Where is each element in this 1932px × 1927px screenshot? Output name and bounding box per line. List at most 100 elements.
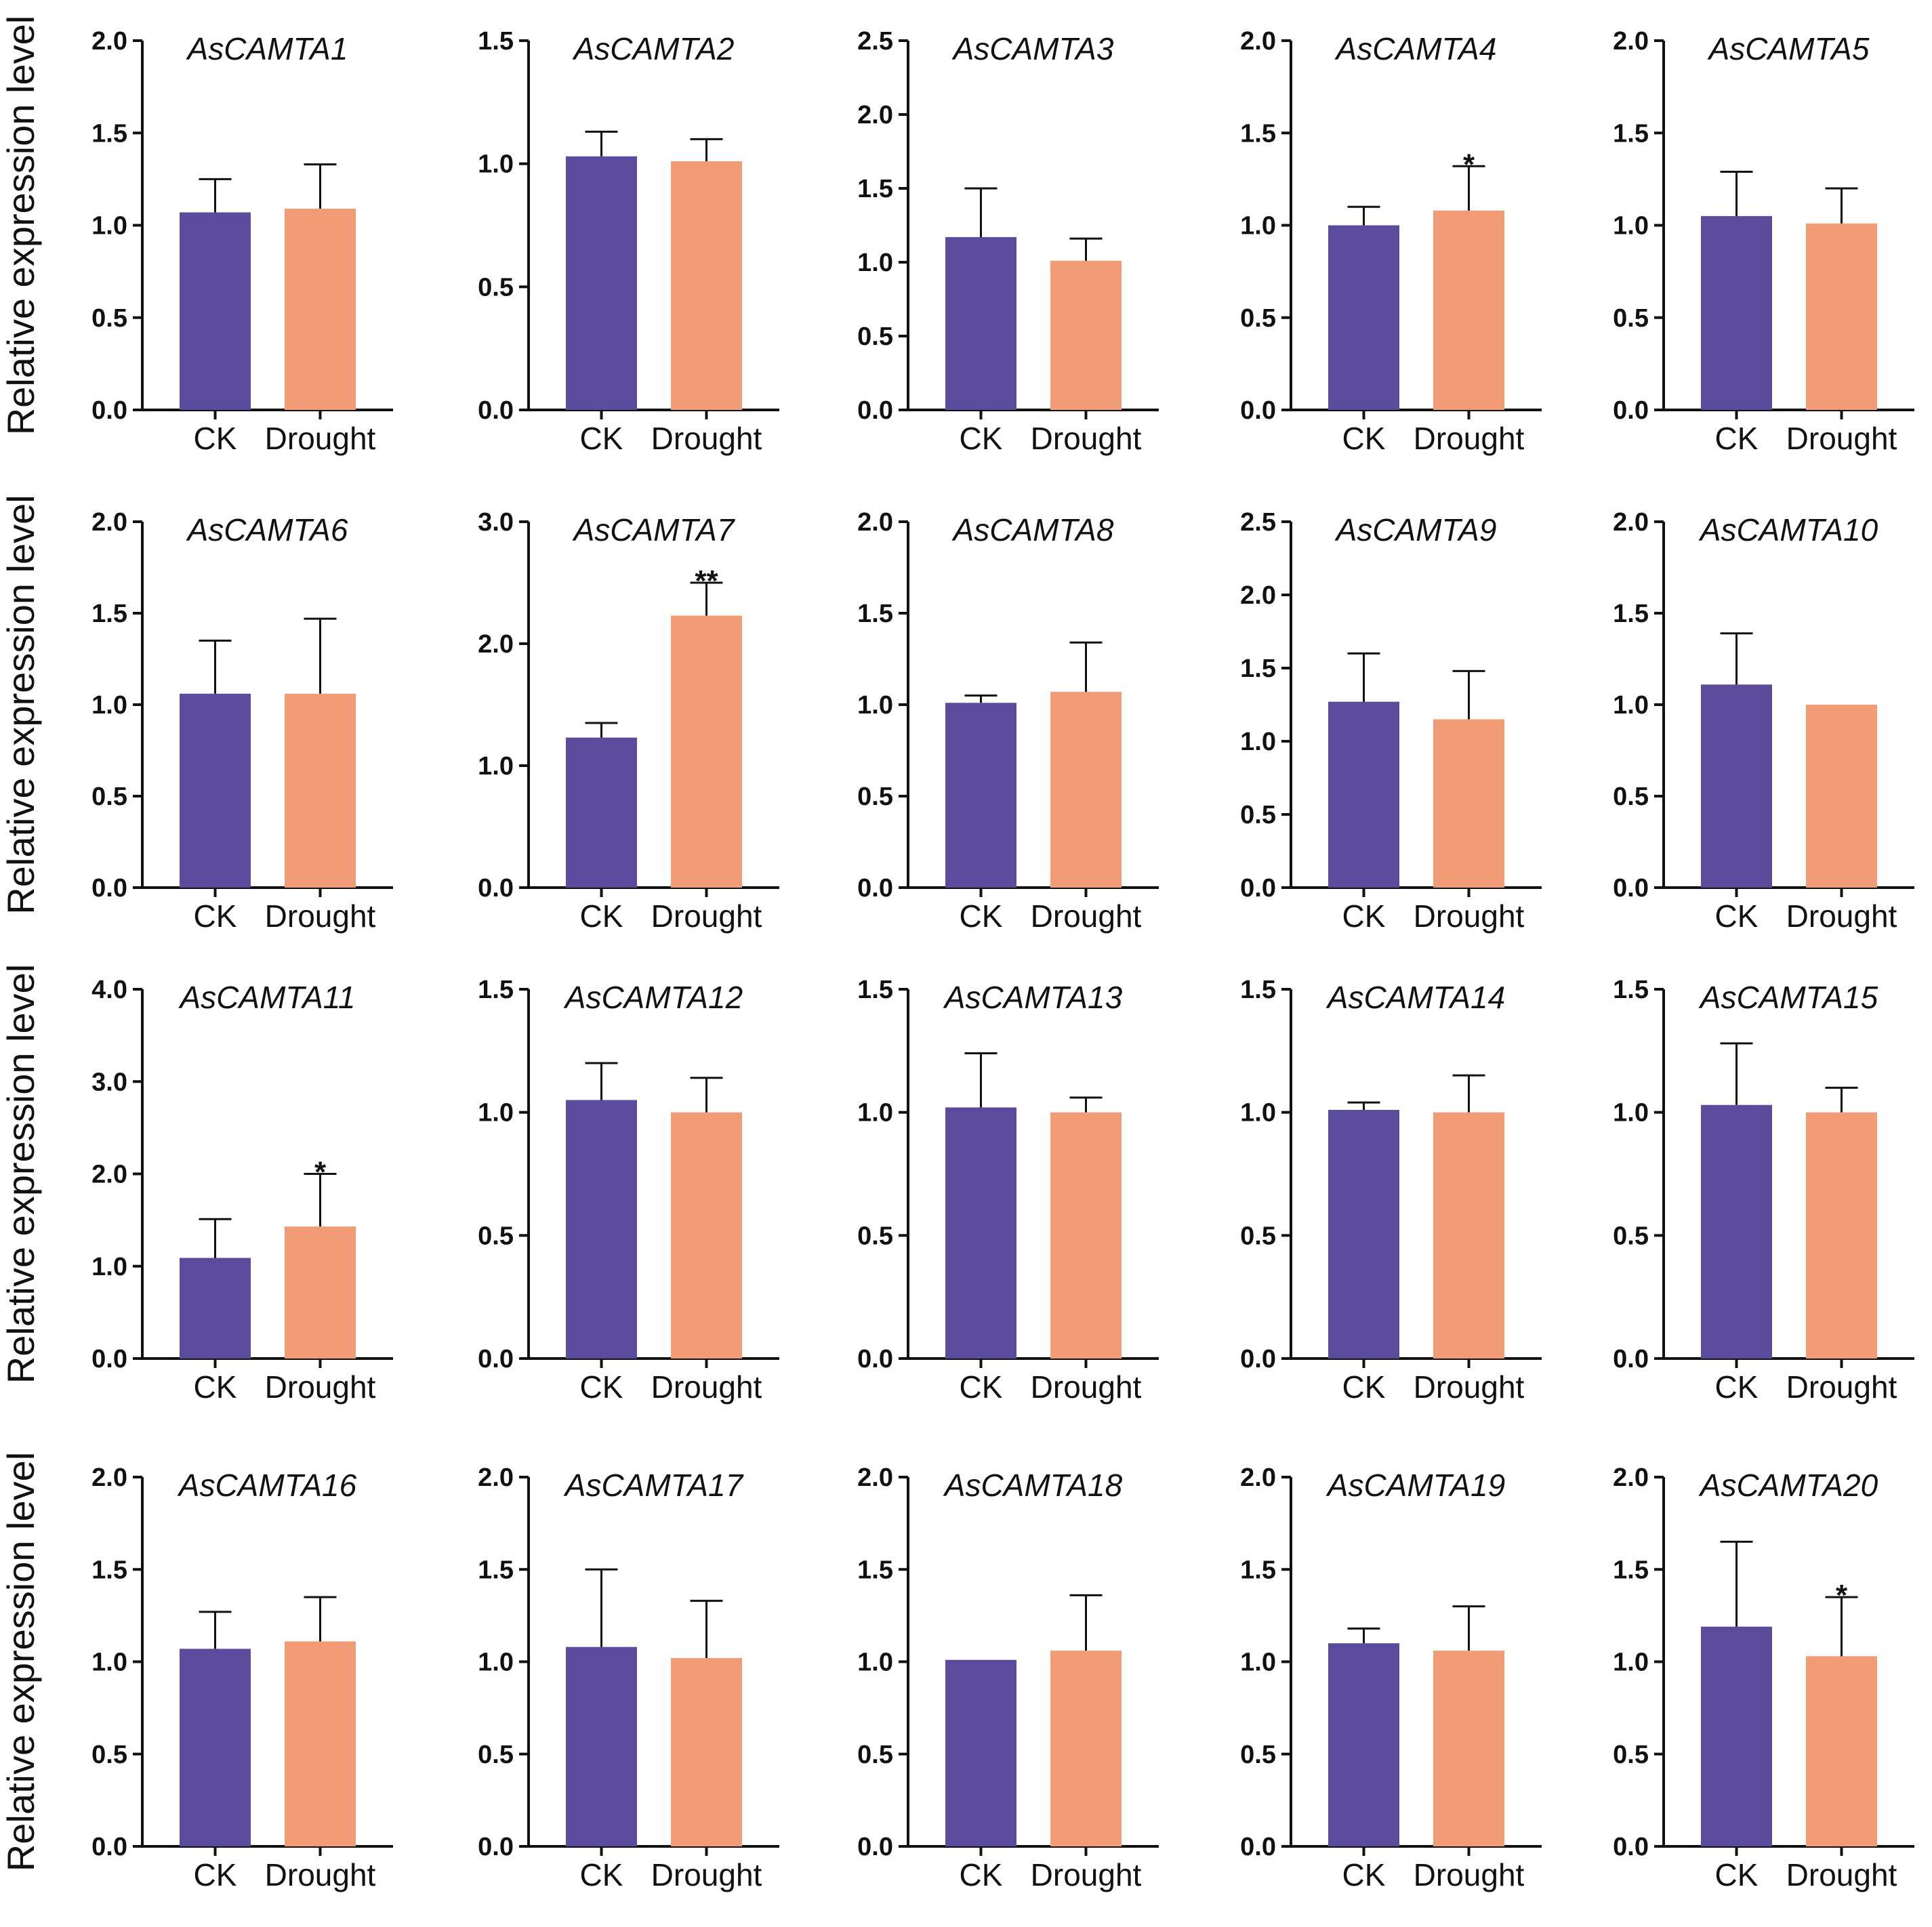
y-tick-label: 1.5 [478, 27, 514, 56]
chart-panel-20: 0.0 0.5 1.0 1.5 2.0 AsCAMTA20 CK * Drought [1613, 1464, 1914, 1892]
bar-drought [671, 1112, 742, 1359]
bar-ck [566, 1646, 637, 1846]
x-category-label: CK [580, 421, 623, 456]
y-tick-label: 4.0 [91, 976, 127, 1004]
y-tick-label: 2.0 [1613, 1464, 1649, 1492]
y-tick-label: 1.0 [91, 1649, 127, 1677]
y-tick-label: 1.5 [1240, 976, 1276, 1004]
bar-ck [1701, 1626, 1772, 1846]
chart-panel-16: Relative expression level 0.0 0.5 1.0 1.5 2.0… [0, 1452, 393, 1892]
chart-panel-15: 0.0 0.5 1.0 1.5 AsCAMTA15 CK Drought [1613, 976, 1914, 1405]
y-tick-label: 2.0 [857, 508, 893, 537]
y-tick-label: 2.0 [91, 1464, 127, 1492]
y-tick-label: 0.5 [857, 783, 893, 811]
y-tick-label: 0.5 [857, 1222, 893, 1250]
chart-title: AsCAMTA10 [1698, 512, 1878, 547]
x-category-label: Drought [265, 898, 376, 934]
y-tick-label: 1.0 [1613, 1649, 1649, 1677]
bar-ck [1701, 215, 1772, 410]
chart-panel-1: Relative expression level 0.0 0.5 1.0 1.5 2.0… [0, 16, 393, 456]
y-tick-label: 1.5 [1613, 1556, 1649, 1584]
chart-panel-3: 0.0 0.5 1.0 1.5 2.0 2.5 AsCAMTA3 CK Drought [857, 27, 1159, 456]
bar-drought [671, 615, 742, 888]
bar-ck [1701, 684, 1772, 888]
chart-panel-17: 0.0 0.5 1.0 1.5 2.0 AsCAMTA17 CK Drought [478, 1464, 779, 1892]
x-category-label: Drought [1031, 421, 1142, 456]
chart-title: AsCAMTA8 [951, 512, 1114, 547]
x-category-label: Drought [1414, 898, 1525, 934]
x-category-label: CK [580, 898, 623, 934]
x-category-label: CK [960, 1369, 1003, 1405]
chart-panel-5: 0.0 0.5 1.0 1.5 2.0 AsCAMTA5 CK Drought [1613, 27, 1914, 456]
y-axis-label: Relative expression level [0, 1452, 42, 1871]
y-tick-label: 0.5 [1613, 1222, 1649, 1250]
y-tick-label: 0.5 [91, 304, 127, 333]
y-tick-label: 1.5 [91, 600, 127, 628]
y-tick-label: 0.5 [1240, 1741, 1276, 1769]
bar-ck [1328, 1110, 1399, 1359]
chart-panel-2: 0.0 0.5 1.0 1.5 AsCAMTA2 CK Drought [478, 27, 779, 456]
chart-title: AsCAMTA16 [177, 1468, 357, 1503]
y-tick-label: 0.0 [1240, 1345, 1276, 1373]
x-category-label: Drought [651, 898, 762, 934]
chart-title: AsCAMTA13 [943, 980, 1123, 1015]
x-category-label: Drought [1414, 1857, 1525, 1892]
y-tick-label: 1.5 [857, 600, 893, 628]
x-category-label: CK [1715, 898, 1759, 934]
x-category-label: Drought [265, 1857, 376, 1892]
y-tick-label: 1.0 [1613, 1099, 1649, 1127]
bar-drought [1806, 1656, 1877, 1846]
y-tick-label: 0.0 [857, 1833, 893, 1861]
y-tick-label: 1.5 [1613, 600, 1649, 628]
y-tick-label: 0.5 [1613, 304, 1649, 333]
y-tick-label: 2.0 [478, 630, 514, 659]
chart-panel-11: Relative expression level 0.0 1.0 2.0 3.0 4.0… [0, 964, 393, 1405]
y-tick-label: 0.0 [1613, 1345, 1649, 1373]
significance-mark: * [314, 1156, 327, 1189]
y-tick-label: 0.0 [1240, 396, 1276, 425]
bar-drought [285, 1226, 356, 1359]
chart-panel-19: 0.0 0.5 1.0 1.5 2.0 AsCAMTA19 CK Drought [1240, 1464, 1542, 1892]
y-tick-label: 2.0 [1613, 27, 1649, 56]
y-tick-label: 3.0 [91, 1068, 127, 1096]
bar-ck [945, 236, 1016, 410]
x-category-label: Drought [1031, 898, 1142, 934]
x-category-label: CK [960, 1857, 1003, 1892]
y-tick-label: 0.0 [478, 1345, 514, 1373]
x-category-label: Drought [651, 1369, 762, 1405]
x-category-label: CK [1342, 898, 1386, 934]
chart-panel-12: 0.0 0.5 1.0 1.5 AsCAMTA12 CK Drought [478, 976, 779, 1405]
chart-title: AsCAMTA4 [1334, 31, 1497, 66]
x-category-label: CK [580, 1369, 623, 1405]
y-tick-label: 1.5 [1240, 655, 1276, 683]
x-category-label: Drought [1031, 1857, 1142, 1892]
chart-title: AsCAMTA5 [1707, 31, 1870, 66]
bar-ck [180, 212, 251, 410]
chart-panel-9: 0.0 0.5 1.0 1.5 2.0 2.5 AsCAMTA9 CK Drought [1240, 508, 1542, 934]
chart-title: AsCAMTA6 [186, 512, 348, 547]
y-tick-label: 0.0 [1240, 874, 1276, 903]
x-category-label: CK [1715, 1369, 1759, 1405]
y-tick-label: 1.0 [1613, 691, 1649, 720]
significance-mark: ** [695, 564, 718, 598]
y-tick-label: 0.0 [91, 874, 127, 903]
bar-ck [1328, 225, 1399, 410]
y-tick-label: 2.0 [91, 27, 127, 56]
bar-drought [285, 1641, 356, 1846]
significance-mark: * [1836, 1579, 1848, 1612]
x-category-label: Drought [651, 421, 762, 456]
chart-title: AsCAMTA19 [1325, 1468, 1505, 1503]
y-tick-label: 0.0 [857, 396, 893, 425]
x-category-label: CK [194, 421, 237, 456]
x-category-label: CK [194, 1369, 237, 1405]
y-tick-label: 0.5 [857, 323, 893, 351]
y-tick-label: 1.0 [857, 1649, 893, 1677]
y-tick-label: 2.0 [91, 1161, 127, 1189]
y-tick-label: 1.5 [857, 1556, 893, 1584]
y-tick-label: 2.0 [91, 508, 127, 537]
y-tick-label: 0.5 [478, 273, 514, 302]
y-tick-label: 1.0 [478, 1099, 514, 1127]
y-tick-label: 1.0 [478, 752, 514, 781]
chart-panel-10: 0.0 0.5 1.0 1.5 2.0 AsCAMTA10 CK Drought [1613, 508, 1914, 934]
bar-ck [1328, 701, 1399, 888]
